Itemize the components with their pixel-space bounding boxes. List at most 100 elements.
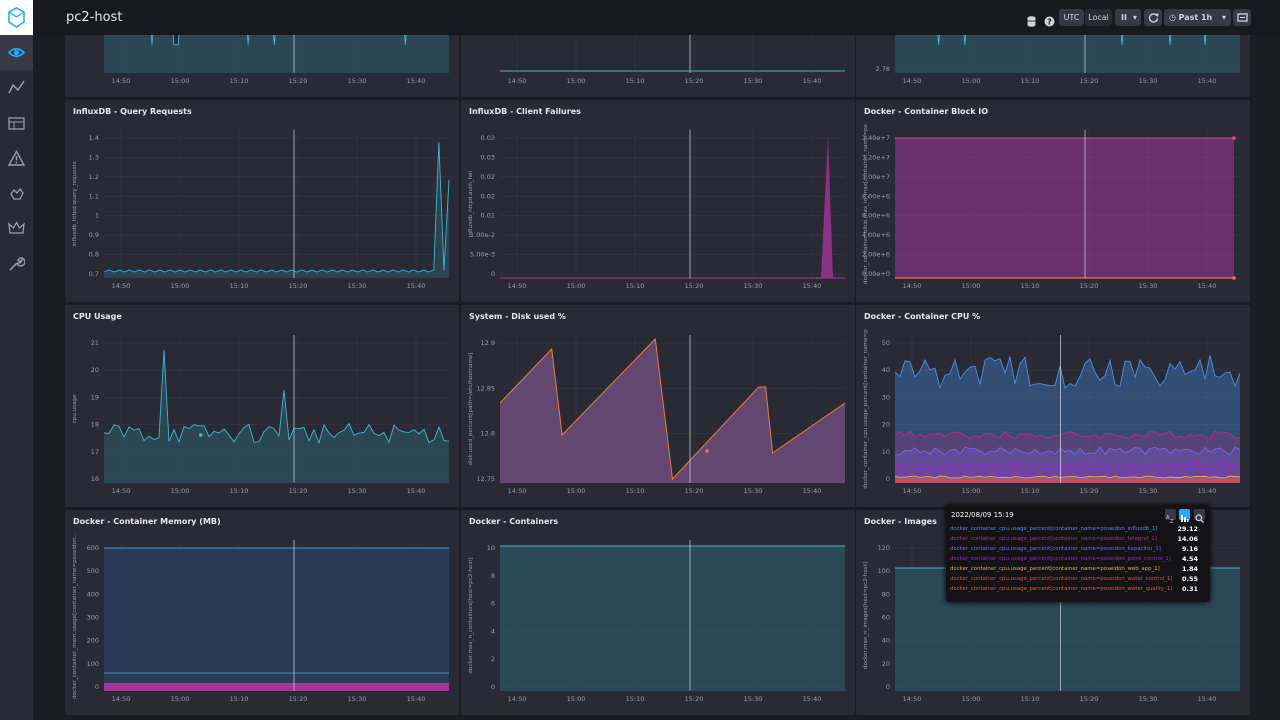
x-tick-label: 15:20: [685, 487, 704, 495]
p-containers-chart[interactable]: 10 8 6 4 2 0 14:50 15:00 15:10 15:20 15:30 15:40 doc…: [461, 510, 855, 715]
y-tick-label: 30: [882, 393, 890, 401]
p-disk-panel[interactable]: 12.9 12.85 12.8 12.75 14:50 15:00 15:10 15:20 15…: [461, 305, 855, 507]
y-tick-label: 0.9: [89, 231, 99, 239]
y-tick-label: 1.3: [89, 153, 99, 161]
x-tick-label: 15:10: [1021, 77, 1040, 85]
p-blockio-chart[interactable]: 1.40e+7 1.20e+7 1.00e+7 8.00e+6 6.00e+6 4.00e…: [856, 100, 1250, 302]
x-tick-label: 14:50: [903, 695, 922, 703]
wrench-icon[interactable]: [0, 246, 33, 281]
hand-icon[interactable]: [0, 176, 33, 211]
y-tick-label: 0: [886, 683, 890, 691]
pause-button[interactable]: II ▾: [1115, 9, 1141, 26]
x-tick-label: 15:30: [348, 695, 367, 703]
crown-icon[interactable]: [0, 211, 33, 246]
caret-down-icon: ▾: [1132, 13, 1137, 22]
panel-title: Docker - Images: [864, 517, 937, 526]
local-button[interactable]: Local: [1085, 9, 1112, 26]
sort-value-icon: [1181, 515, 1189, 522]
p-disk-chart[interactable]: 12.9 12.85 12.8 12.75 14:50 15:00 15:10 15:20 15…: [461, 305, 855, 507]
y-tick-label: 4: [491, 627, 495, 635]
p-blockio-panel[interactable]: 1.40e+7 1.20e+7 1.00e+7 8.00e+6 6.00e+6 4.00e…: [856, 100, 1250, 302]
x-tick-label: 15:20: [685, 695, 704, 703]
top-bar: pc2-host ? UTC Local II ▾ ◷ Past 1h ▾: [33, 0, 1280, 35]
graph-icon[interactable]: [0, 70, 33, 105]
influx-logo[interactable]: [0, 0, 33, 35]
x-tick-label: 15:30: [1139, 695, 1158, 703]
help-icon[interactable]: ?: [1044, 12, 1055, 31]
x-tick-label: 15:10: [230, 487, 249, 495]
tooltip-series-label: docker_container_cpu.usage_percent[conta…: [950, 536, 1157, 542]
x-tick-label: 15:10: [1021, 695, 1040, 703]
y-tick-label: 20: [882, 660, 890, 668]
tooltip-series-label: docker_container_cpu.usage_percent[conta…: [950, 546, 1161, 552]
panel-title: InfluxDB - Client Failures: [469, 107, 581, 116]
p-containers-panel[interactable]: 10 8 6 4 2 0 14:50 15:00 15:10 15:20 15:30 15:40 doc…: [461, 510, 855, 715]
panel-title: InfluxDB - Query Requests: [73, 107, 192, 116]
panel-title: Docker - Container CPU %: [864, 312, 981, 321]
y-tick-label: 40: [882, 366, 890, 374]
y-tick-label: 12.8: [481, 430, 495, 438]
pause-label: II: [1121, 13, 1127, 22]
p-clientfail-panel[interactable]: 0.03 0.03 0.02 0.02 0.01 1.00e-2 5.00e-3 0 14:50…: [461, 100, 855, 302]
database-icon[interactable]: [1027, 12, 1036, 31]
y-tick-label: 20: [91, 366, 99, 374]
y-tick-label: 1.20e+7: [862, 153, 890, 161]
fullscreen-button[interactable]: [1233, 9, 1251, 26]
y-axis-label: docker.max_n_images[host=pc2-host]: [863, 562, 869, 669]
x-tick-label: 15:40: [1198, 695, 1217, 703]
panel-title: System - Disk used %: [469, 312, 566, 321]
y-tick-label: 0.00e+0: [862, 270, 890, 278]
y-tick-label: 1.4: [89, 134, 99, 142]
y-tick-label: 600: [87, 544, 99, 552]
utc-button[interactable]: UTC: [1059, 9, 1084, 26]
y-tick-label: 12.75: [476, 475, 495, 483]
y-tick-label: 17: [91, 448, 99, 456]
p-ccpu-chart[interactable]: 50 40 30 20 10 0 14:50 15:00 15:10 15:20 15:30 15:4…: [856, 305, 1250, 507]
x-tick-label: 15:00: [171, 487, 190, 495]
sort-value-button[interactable]: [1179, 509, 1190, 522]
x-tick-label: 15:40: [407, 77, 426, 85]
p-mem-panel[interactable]: 600 500 400 300 200 100 0 14:50 15:00 15:10 15:20 1…: [65, 510, 459, 715]
alert-icon[interactable]: [0, 141, 33, 176]
table-icon[interactable]: [0, 106, 33, 141]
y-tick-label: 0: [491, 270, 495, 278]
p-query-panel[interactable]: 1.4 1.3 1.2 1.1 1 0.9 0.8 0.7 14:50 15:00 15:10 15:…: [65, 100, 459, 302]
search-button[interactable]: [1194, 509, 1205, 523]
p-mem-chart[interactable]: 600 500 400 300 200 100 0 14:50 15:00 15:10 15:20 1…: [65, 510, 459, 715]
x-tick-label: 15:10: [626, 77, 645, 85]
x-tick-label: 15:00: [171, 282, 190, 290]
p-cpu-panel[interactable]: 21 20 19 18 17 16 14:50 15:00 15:10 15:20 15:30 15:…: [65, 305, 459, 507]
tooltip-time: 2022/08/09 15:19: [951, 511, 1014, 519]
x-tick-label: 15:10: [230, 282, 249, 290]
p-query-chart[interactable]: 1.4 1.3 1.2 1.1 1 0.9 0.8 0.7 14:50 15:00 15:10 15:…: [65, 100, 459, 302]
x-tick-label: 15:40: [1198, 282, 1217, 290]
p-clientfail-chart[interactable]: 0.03 0.03 0.02 0.02 0.01 1.00e-2 5.00e-3 0 14:50…: [461, 100, 855, 302]
x-tick-label: 15:00: [567, 695, 586, 703]
y-tick-label: 10: [487, 544, 495, 552]
y-tick-label: 1.1: [89, 192, 99, 200]
search-icon: [1195, 514, 1204, 523]
y-tick-label: 1.00e-2: [470, 231, 495, 239]
y-tick-label: 120: [878, 544, 890, 552]
x-tick-label: 15:20: [1080, 77, 1099, 85]
y-tick-label: 40: [882, 637, 890, 645]
time-range-dropdown[interactable]: ◷ Past 1h ▾: [1164, 9, 1231, 26]
y-axis-label: docker.max_n_containers[host=pc2-host]: [468, 557, 474, 673]
p-cpu-chart[interactable]: 21 20 19 18 17 16 14:50 15:00 15:10 15:20 15:30 15:…: [65, 305, 459, 507]
refresh-button[interactable]: [1144, 9, 1162, 26]
svg-text:Z: Z: [1170, 519, 1174, 524]
tooltip-series-label: docker_container_cpu.usage_percent[conta…: [950, 576, 1173, 582]
x-tick-label: 15:30: [744, 77, 763, 85]
p-ccpu-panel[interactable]: 50 40 30 20 10 0 14:50 15:00 15:10 15:20 15:30 15:4…: [856, 305, 1250, 507]
y-tick-label: 2.00e+6: [862, 251, 890, 259]
eye-icon[interactable]: [0, 35, 33, 70]
tooltip-series-value: 0.55: [1181, 575, 1198, 583]
